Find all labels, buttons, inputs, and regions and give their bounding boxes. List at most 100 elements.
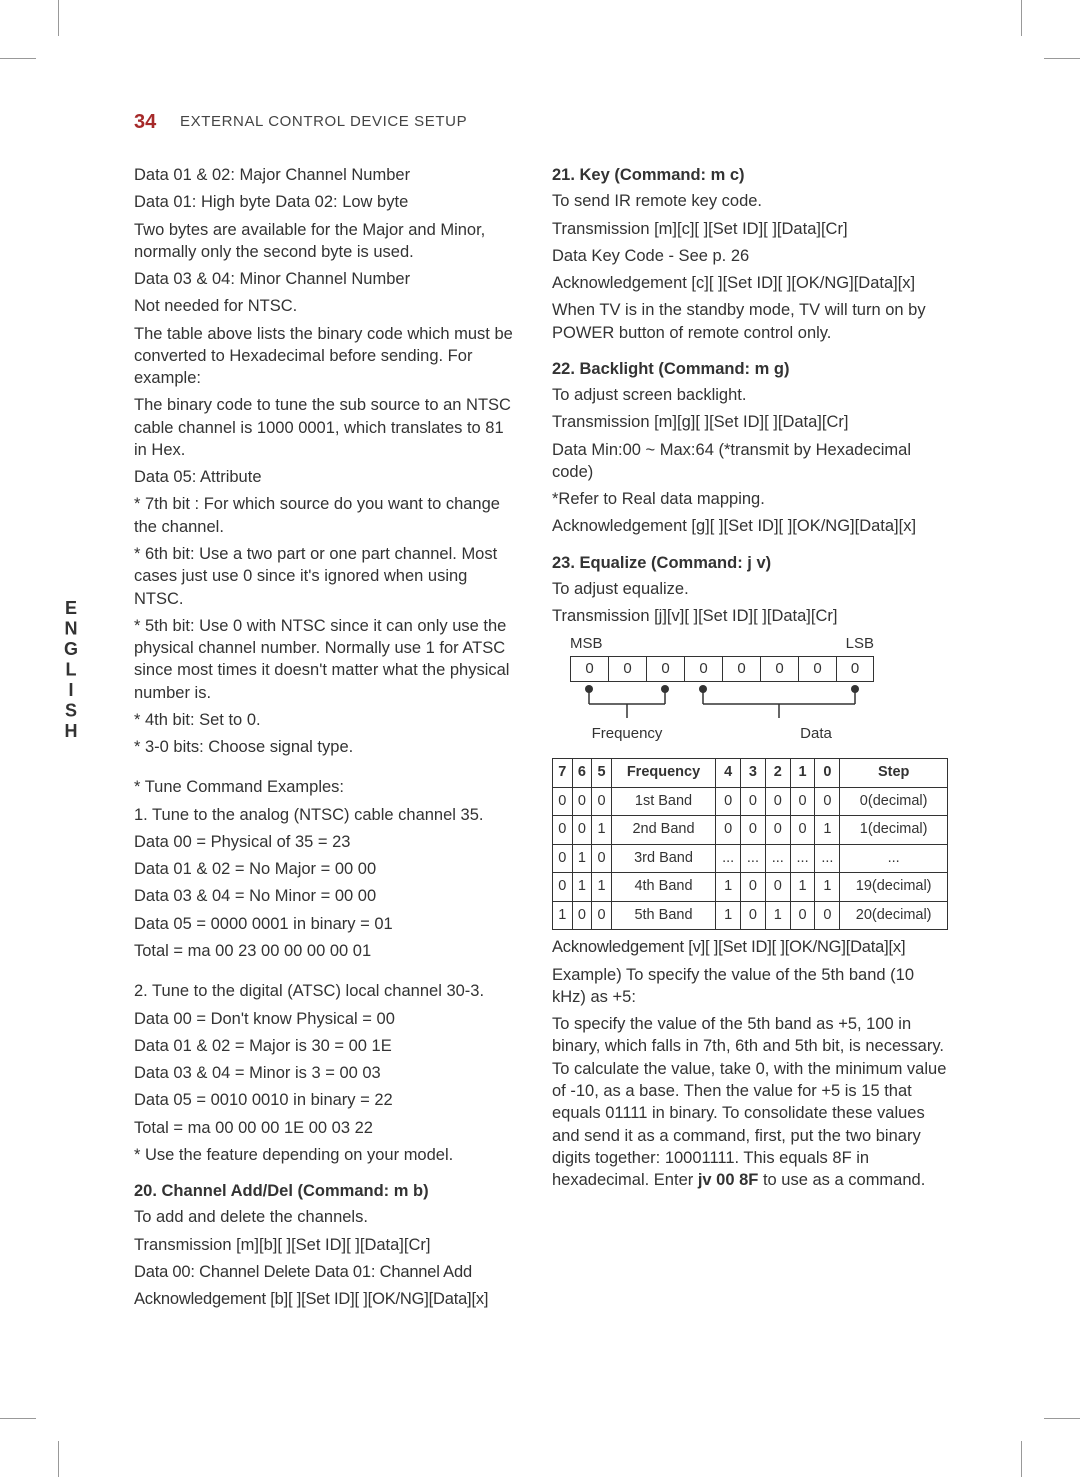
table-header-cell: 6 [572, 759, 592, 788]
table-cell: 1 [592, 873, 612, 902]
bit-cell: 0 [760, 656, 798, 682]
body-text: Transmission [m][c][ ][Set ID][ ][Data][… [552, 218, 948, 240]
right-column: 21. Key (Command: m c) To send IR remote… [552, 164, 948, 1196]
body-text: * Use the feature depending on your mode… [134, 1144, 514, 1166]
equalize-table: 765Frequency43210Step 0001st Band000000(… [552, 758, 948, 930]
data-label: Data [684, 724, 948, 744]
body-text: The binary code to tune the sub source t… [134, 394, 514, 461]
body-text: Acknowledgement [c][ ][Set ID][ ][OK/NG]… [552, 272, 948, 294]
table-header-cell: 3 [741, 759, 766, 788]
body-text: Data 05 = 0000 0001 in binary = 01 [134, 913, 514, 935]
body-span: To specify the value of the 5th band as … [552, 1015, 946, 1189]
table-cell: 0 [765, 816, 790, 845]
lsb-label: LSB [846, 634, 874, 654]
brace-svg [570, 682, 874, 722]
body-text: * Tune Command Examples: [134, 776, 514, 798]
body-text: Data 01 & 02 = Major is 30 = 00 1E [134, 1035, 514, 1057]
bit-cell: 0 [836, 656, 874, 682]
table-cell: 0 [553, 844, 573, 873]
table-cell: 1 [716, 901, 741, 930]
crop-mark [1044, 1418, 1080, 1419]
table-header-cell: 1 [790, 759, 815, 788]
body-text: * 7th bit : For which source do you want… [134, 493, 514, 538]
table-cell: 1 [592, 816, 612, 845]
heading-20: 20. Channel Add/Del (Command: m b) [134, 1180, 514, 1202]
body-text: Data 03 & 04 = Minor is 3 = 00 03 [134, 1062, 514, 1084]
table-cell: 0 [790, 901, 815, 930]
table-cell: 0 [592, 901, 612, 930]
body-text: Transmission [j][v][ ][Set ID][ ][Data][… [552, 605, 948, 627]
body-text: Data 01 & 02: Major Channel Number [134, 164, 514, 186]
table-cell: 0 [716, 816, 741, 845]
msb-label: MSB [570, 634, 603, 654]
body-text: Data 05 = 0010 0010 in binary = 22 [134, 1089, 514, 1111]
table-cell: 1 [790, 873, 815, 902]
table-header-cell: 4 [716, 759, 741, 788]
table-cell: 0(decimal) [840, 787, 948, 816]
body-text: Data 05: Attribute [134, 466, 514, 488]
table-header-cell: 5 [592, 759, 612, 788]
bold-command: jv 00 8F [698, 1171, 759, 1189]
body-text: To specify the value of the 5th band as … [552, 1013, 948, 1191]
bit-cell: 0 [570, 656, 608, 682]
crop-mark [0, 58, 36, 59]
bit-cell: 0 [646, 656, 684, 682]
body-text: Data 00: Channel Delete Data 01: Channel… [134, 1261, 514, 1283]
table-cell: 5th Band [611, 901, 715, 930]
table-cell: 3rd Band [611, 844, 715, 873]
body-text: Example) To specify the value of the 5th… [552, 964, 948, 1009]
table-cell: 1 [553, 901, 573, 930]
crop-mark [1021, 0, 1022, 36]
body-text: Total = ma 00 00 00 1E 00 03 22 [134, 1117, 514, 1139]
body-text: Data 00 = Don't know Physical = 00 [134, 1008, 514, 1030]
crop-mark [58, 0, 59, 36]
body-text: 2. Tune to the digital (ATSC) local chan… [134, 980, 514, 1002]
table-header-cell: Frequency [611, 759, 715, 788]
table-cell: ... [765, 844, 790, 873]
bit-cell: 0 [798, 656, 836, 682]
body-text: Data Min:00 ~ Max:64 (*transmit by Hexad… [552, 439, 948, 484]
table-cell: 0 [765, 787, 790, 816]
table-cell: 4th Band [611, 873, 715, 902]
body-text: To adjust equalize. [552, 578, 948, 600]
table-header-cell: 0 [815, 759, 840, 788]
table-header-cell: 7 [553, 759, 573, 788]
table-cell: ... [790, 844, 815, 873]
table-header-cell: Step [840, 759, 948, 788]
body-text: Data 01 & 02 = No Major = 00 00 [134, 858, 514, 880]
table-cell: 20(decimal) [840, 901, 948, 930]
table-cell: 1st Band [611, 787, 715, 816]
table-cell: ... [815, 844, 840, 873]
table-cell: 1(decimal) [840, 816, 948, 845]
table-row: 0114th Band1001119(decimal) [553, 873, 948, 902]
table-cell: 0 [741, 873, 766, 902]
table-cell: 0 [553, 816, 573, 845]
body-text: Transmission [m][g][ ][Set ID][ ][Data][… [552, 411, 948, 433]
crop-mark [1044, 58, 1080, 59]
table-row: 0001st Band000000(decimal) [553, 787, 948, 816]
language-tab: ENGLISH [60, 598, 81, 742]
crop-mark [58, 1441, 59, 1477]
body-span: to use as a command. [758, 1171, 925, 1189]
heading-22: 22. Backlight (Command: m g) [552, 358, 948, 380]
bit-cell: 0 [684, 656, 722, 682]
body-text: * 4th bit: Set to 0. [134, 709, 514, 731]
page-number: 34 [134, 111, 156, 134]
body-text: Total = ma 00 23 00 00 00 00 01 [134, 940, 514, 962]
table-row: 1005th Band1010020(decimal) [553, 901, 948, 930]
table-cell: 0 [572, 787, 592, 816]
table-cell: 0 [765, 873, 790, 902]
body-text: Data 01: High byte Data 02: Low byte [134, 191, 514, 213]
table-cell: 0 [592, 787, 612, 816]
body-text: Data 00 = Physical of 35 = 23 [134, 831, 514, 853]
table-cell: ... [741, 844, 766, 873]
table-cell: 19(decimal) [840, 873, 948, 902]
table-cell: 0 [572, 901, 592, 930]
table-header-row: 765Frequency43210Step [553, 759, 948, 788]
bits-diagram: MSB LSB 0 0 0 0 0 0 0 0 [552, 634, 948, 745]
table-row: 0012nd Band000011(decimal) [553, 816, 948, 845]
bits-row: 0 0 0 0 0 0 0 0 [570, 656, 948, 682]
body-text: Not needed for NTSC. [134, 295, 514, 317]
table-cell: 0 [741, 816, 766, 845]
body-text: 1. Tune to the analog (NTSC) cable chann… [134, 804, 514, 826]
